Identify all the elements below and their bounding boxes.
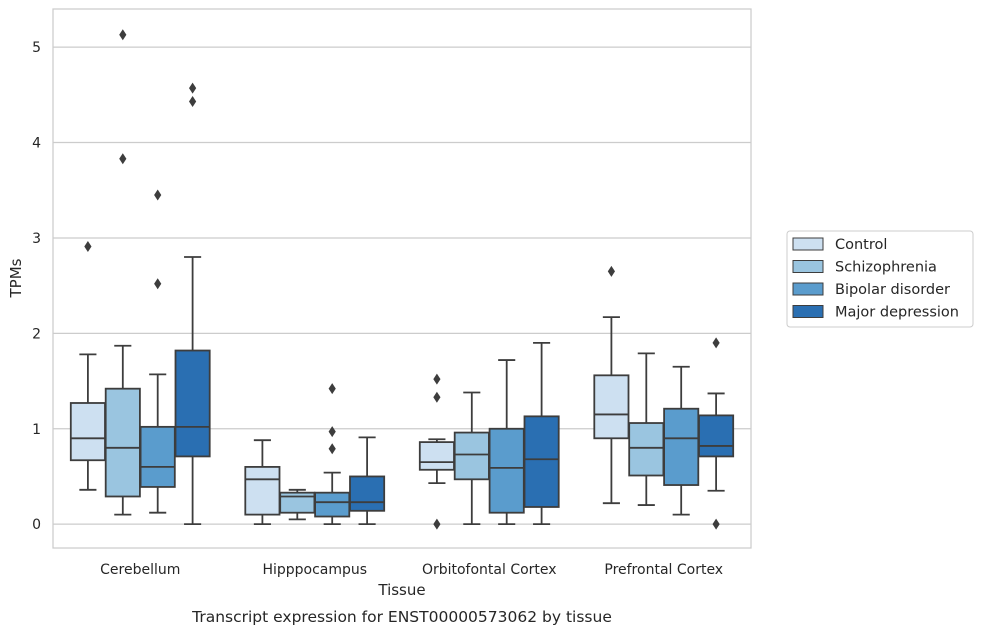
outlier-point (84, 241, 92, 253)
box-group (104, 29, 141, 516)
box (139, 425, 176, 488)
legend: Control Schizophrenia Bipolar disorder Majo… (786, 230, 974, 328)
box-group (523, 341, 560, 526)
outlier-point (328, 443, 336, 455)
box (488, 427, 525, 514)
box (69, 402, 106, 462)
box (349, 475, 386, 512)
box-group (139, 189, 176, 514)
legend-item: Control (792, 237, 887, 253)
legend-swatch (792, 237, 824, 251)
x-tick-labels: Cerebellum Hipppocampus Orbitofontal Corte… (100, 562, 723, 578)
legend-swatch (792, 260, 824, 273)
box-group (174, 82, 211, 526)
y-tick-label: 3 (32, 231, 41, 247)
series-group (104, 29, 665, 526)
outlier-point (607, 265, 615, 277)
box (628, 422, 665, 477)
legend-label: Bipolar disorder (835, 282, 950, 298)
box (174, 349, 211, 458)
box-plot-series (69, 29, 735, 530)
outlier-point (712, 518, 720, 530)
box (663, 407, 700, 486)
legend-label: Control (835, 237, 887, 253)
plot-frame (52, 8, 752, 549)
box (244, 466, 281, 516)
outlier-point (119, 153, 127, 165)
outlier-point (328, 426, 336, 438)
box-group (349, 436, 386, 526)
outlier-point (433, 391, 441, 403)
box (104, 387, 141, 498)
legend-label: Schizophrenia (835, 260, 937, 276)
box (453, 431, 490, 481)
y-tick-label: 0 (32, 517, 41, 533)
legend-swatch (792, 282, 824, 296)
box-group (698, 337, 735, 530)
box-group (69, 241, 106, 491)
outlier-point (189, 96, 197, 108)
y-tick-label: 4 (32, 136, 41, 152)
series-group (139, 189, 700, 526)
chart-caption: Transcript expression for ENST0000057306… (191, 608, 612, 626)
x-tick-label: Prefrontal Cortex (604, 562, 723, 578)
y-axis-label: TPMs (7, 258, 25, 298)
legend-item: Bipolar disorder (792, 282, 950, 298)
y-tick-label: 1 (32, 422, 41, 438)
outlier-point (712, 337, 720, 349)
box-group (244, 439, 281, 526)
box (698, 414, 735, 458)
legend-frame (786, 230, 974, 328)
box-group (418, 373, 455, 530)
box (593, 374, 630, 440)
box (418, 441, 455, 471)
box (314, 491, 351, 518)
box-group (593, 265, 630, 505)
outlier-point (189, 82, 197, 94)
box-group (488, 359, 525, 526)
legend-label: Major depression (835, 305, 959, 321)
series-group (69, 241, 630, 530)
outlier-point (433, 373, 441, 385)
box-group (628, 352, 665, 506)
y-tick-labels: 0 1 2 3 4 5 (32, 40, 41, 533)
x-axis-label: Tissue (377, 581, 425, 599)
outlier-point (433, 518, 441, 530)
box-group (663, 365, 700, 516)
y-tick-label: 5 (32, 40, 41, 56)
x-tick-label: Cerebellum (100, 562, 180, 578)
outlier-point (154, 278, 162, 290)
box-group (453, 391, 490, 526)
outlier-point (119, 29, 127, 41)
series-group (174, 82, 735, 530)
x-tick-label: Orbitofontal Cortex (422, 562, 557, 578)
y-tick-label: 2 (32, 326, 41, 342)
legend-item: Schizophrenia (792, 260, 937, 276)
legend-item: Major depression (792, 305, 959, 321)
box (523, 415, 560, 508)
outlier-point (154, 189, 162, 201)
box-group (314, 383, 351, 526)
legend-swatch (792, 305, 824, 318)
box-group (279, 488, 316, 521)
x-tick-label: Hipppocampus (262, 562, 367, 578)
outlier-point (328, 383, 336, 395)
